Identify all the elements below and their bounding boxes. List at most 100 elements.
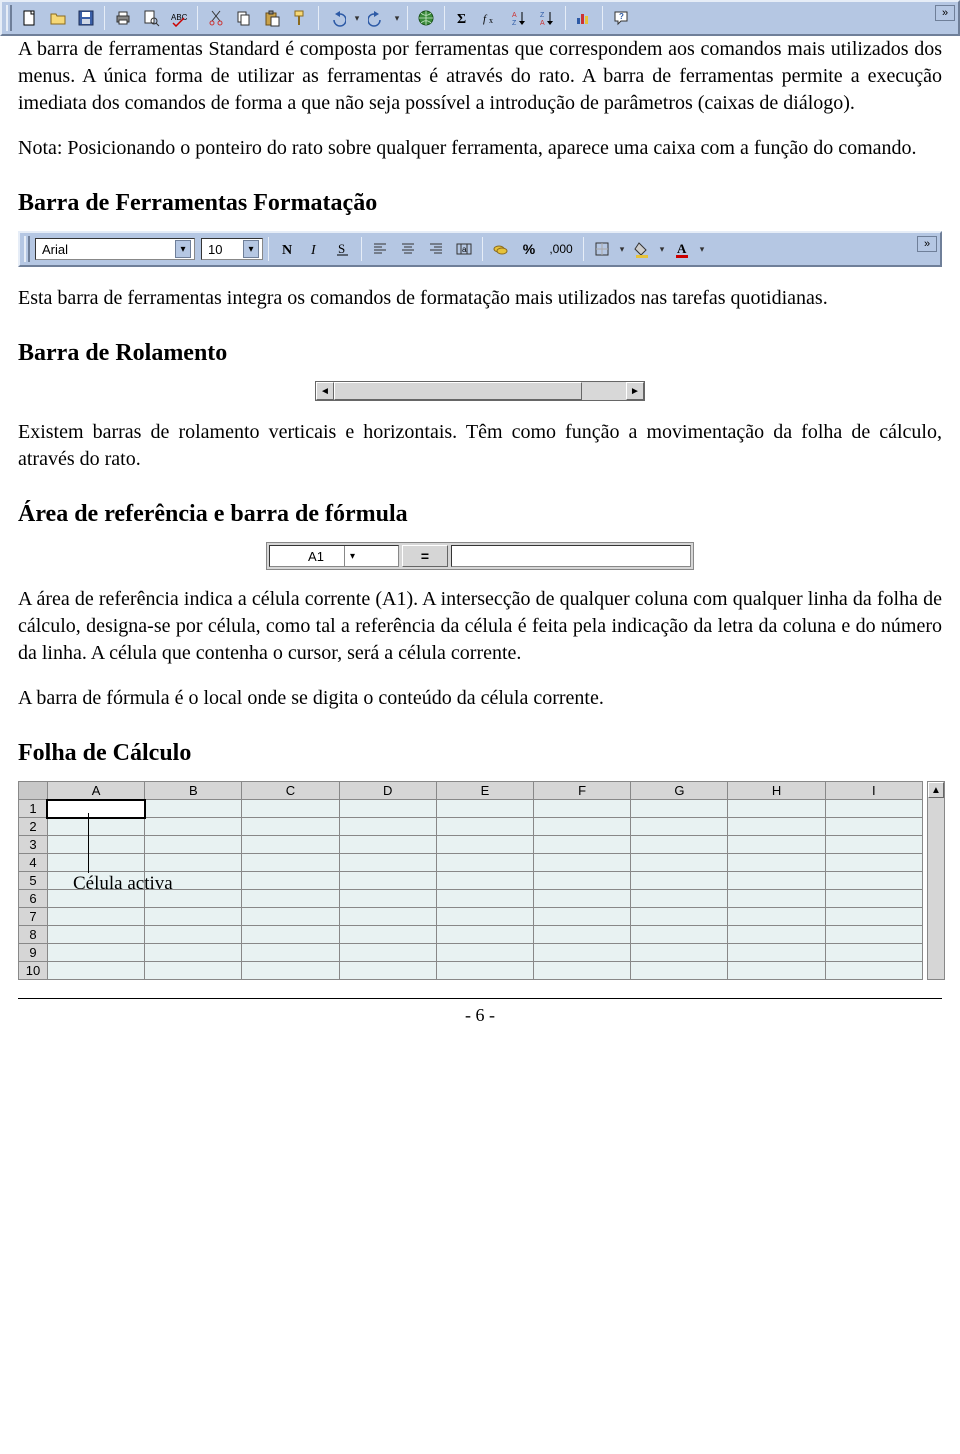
font-color-icon[interactable]: A <box>669 236 695 262</box>
format-painter-icon[interactable] <box>287 5 313 31</box>
row-header[interactable]: 3 <box>19 836 48 854</box>
row-header[interactable]: 5 <box>19 872 48 890</box>
open-icon[interactable] <box>45 5 71 31</box>
cell[interactable] <box>339 818 436 836</box>
cell[interactable] <box>728 818 825 836</box>
cell[interactable] <box>339 944 436 962</box>
font-color-split-icon[interactable] <box>697 237 707 261</box>
spellcheck-icon[interactable]: ABC <box>166 5 192 31</box>
cell[interactable] <box>242 872 339 890</box>
cell[interactable] <box>534 800 631 818</box>
cell[interactable] <box>534 818 631 836</box>
scroll-track[interactable] <box>334 382 626 400</box>
cell[interactable] <box>631 800 728 818</box>
cell[interactable] <box>145 890 242 908</box>
cell[interactable] <box>145 944 242 962</box>
cell[interactable] <box>825 962 922 980</box>
row-header[interactable]: 1 <box>19 800 48 818</box>
cell[interactable] <box>534 944 631 962</box>
cell[interactable] <box>47 854 144 872</box>
cell[interactable] <box>436 836 533 854</box>
merge-center-icon[interactable]: a <box>451 236 477 262</box>
row-header[interactable]: 4 <box>19 854 48 872</box>
cell[interactable] <box>825 818 922 836</box>
cell[interactable] <box>534 926 631 944</box>
cell[interactable] <box>339 908 436 926</box>
col-header[interactable]: F <box>534 782 631 800</box>
percent-icon[interactable]: % <box>516 236 542 262</box>
row-header[interactable]: 9 <box>19 944 48 962</box>
cell[interactable] <box>534 908 631 926</box>
cell[interactable] <box>728 800 825 818</box>
help-icon[interactable]: ? <box>608 5 634 31</box>
row-header[interactable]: 10 <box>19 962 48 980</box>
cell[interactable] <box>242 962 339 980</box>
col-header[interactable]: D <box>339 782 436 800</box>
paste-icon[interactable] <box>259 5 285 31</box>
cell[interactable] <box>728 872 825 890</box>
cell[interactable] <box>631 962 728 980</box>
cell-a1[interactable] <box>47 800 144 818</box>
chevron-down-icon[interactable] <box>243 240 259 258</box>
align-right-icon[interactable] <box>423 236 449 262</box>
borders-split-icon[interactable] <box>617 237 627 261</box>
cell[interactable] <box>825 890 922 908</box>
cell[interactable] <box>47 908 144 926</box>
print-preview-icon[interactable] <box>138 5 164 31</box>
sheet-grid[interactable]: A B C D E F G H I 1 2 3 4 5 6 7 8 9 10 <box>18 781 923 980</box>
cell[interactable] <box>339 890 436 908</box>
cell[interactable] <box>145 926 242 944</box>
cell[interactable] <box>728 908 825 926</box>
cell[interactable] <box>825 800 922 818</box>
scroll-right-icon[interactable]: ► <box>626 382 644 400</box>
bold-icon[interactable]: N <box>274 236 300 262</box>
hyperlink-icon[interactable] <box>413 5 439 31</box>
function-icon[interactable]: fx <box>478 5 504 31</box>
sort-asc-icon[interactable]: AZ <box>506 5 532 31</box>
cell[interactable] <box>534 854 631 872</box>
align-left-icon[interactable] <box>367 236 393 262</box>
cell[interactable] <box>825 836 922 854</box>
col-header[interactable]: A <box>47 782 144 800</box>
chevron-down-icon[interactable] <box>175 240 191 258</box>
cell[interactable] <box>47 962 144 980</box>
cell[interactable] <box>825 854 922 872</box>
cell[interactable] <box>631 872 728 890</box>
undo-icon[interactable] <box>324 5 350 31</box>
row-header[interactable]: 8 <box>19 926 48 944</box>
cell[interactable] <box>242 908 339 926</box>
font-size-dropdown[interactable]: 10 <box>201 238 263 260</box>
cell[interactable] <box>242 836 339 854</box>
cell[interactable] <box>631 818 728 836</box>
italic-icon[interactable]: I <box>302 236 328 262</box>
cell[interactable] <box>825 908 922 926</box>
row-header[interactable]: 7 <box>19 908 48 926</box>
borders-icon[interactable] <box>589 236 615 262</box>
scroll-up-icon[interactable]: ▲ <box>928 782 944 798</box>
cell[interactable] <box>47 944 144 962</box>
col-header[interactable]: B <box>145 782 242 800</box>
row-header[interactable]: 6 <box>19 890 48 908</box>
cell[interactable] <box>47 872 144 890</box>
cell[interactable] <box>631 908 728 926</box>
cell[interactable] <box>534 836 631 854</box>
cell[interactable] <box>145 836 242 854</box>
sort-desc-icon[interactable]: ZA <box>534 5 560 31</box>
cell[interactable] <box>339 962 436 980</box>
toolbar-expand-icon[interactable]: » <box>917 236 937 252</box>
col-header[interactable]: C <box>242 782 339 800</box>
cell[interactable] <box>145 800 242 818</box>
cell[interactable] <box>145 908 242 926</box>
cell[interactable] <box>825 872 922 890</box>
toolbar-grip[interactable] <box>24 236 30 262</box>
cell[interactable] <box>242 890 339 908</box>
cell[interactable] <box>825 944 922 962</box>
cell[interactable] <box>728 890 825 908</box>
cell[interactable] <box>534 890 631 908</box>
align-center-icon[interactable] <box>395 236 421 262</box>
scroll-left-icon[interactable]: ◄ <box>316 382 334 400</box>
col-header[interactable]: E <box>436 782 533 800</box>
toolbar-expand-icon[interactable]: » <box>935 5 955 21</box>
cell[interactable] <box>728 836 825 854</box>
vertical-scrollbar[interactable]: ▲ <box>927 781 945 980</box>
